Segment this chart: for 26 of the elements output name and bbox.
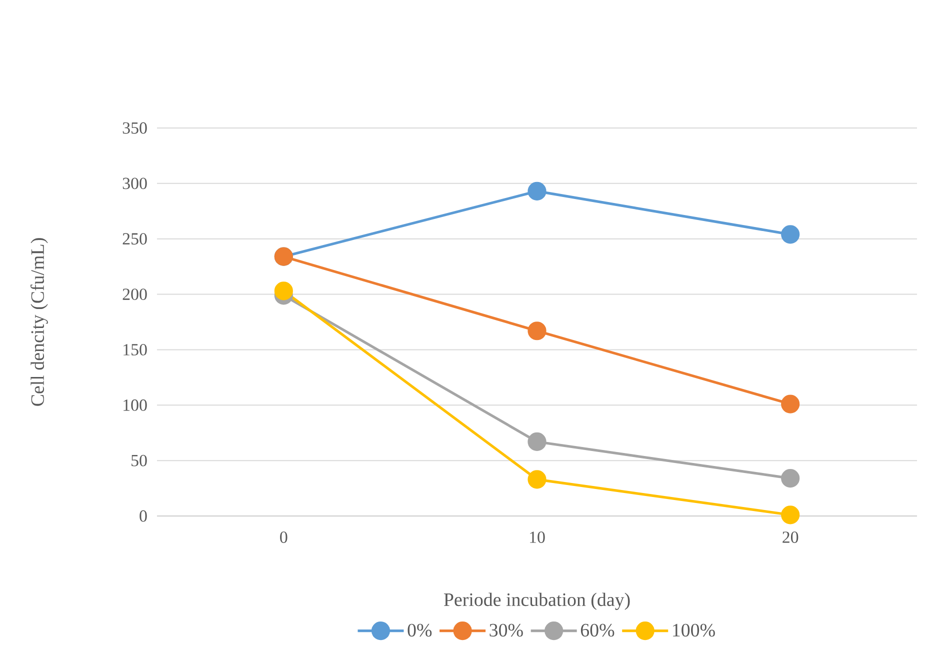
y-tick-label: 300: [122, 178, 147, 190]
legend-label: 60%: [580, 624, 614, 637]
x-tick-label: 20: [782, 532, 798, 543]
y-tick-label: 0: [140, 510, 147, 522]
x-tick-label: 10: [530, 532, 545, 543]
x-tick-label: 0: [280, 532, 288, 543]
y-tick-label: 250: [122, 233, 147, 245]
point: [274, 282, 293, 300]
y-tick-label: 200: [122, 288, 147, 300]
legend-label: 0%: [408, 624, 432, 637]
point: [528, 432, 546, 452]
y-axis-title: Cell dencity (Cfu/mL): [30, 238, 48, 406]
x-axis-title: Periode incubation (day): [444, 592, 630, 610]
point: [781, 469, 800, 488]
point: [781, 394, 800, 414]
point: [528, 182, 546, 200]
y-tick-label: 350: [122, 122, 147, 134]
legend-label: 30%: [490, 624, 523, 637]
point: [781, 225, 800, 244]
point: [781, 506, 800, 524]
point: [528, 322, 546, 340]
y-tick-label: 150: [124, 344, 147, 356]
legend-label: 100%: [673, 624, 715, 637]
point: [528, 470, 546, 489]
y-tick-label: 50: [132, 454, 147, 466]
y-tick-label: 100: [124, 399, 147, 411]
